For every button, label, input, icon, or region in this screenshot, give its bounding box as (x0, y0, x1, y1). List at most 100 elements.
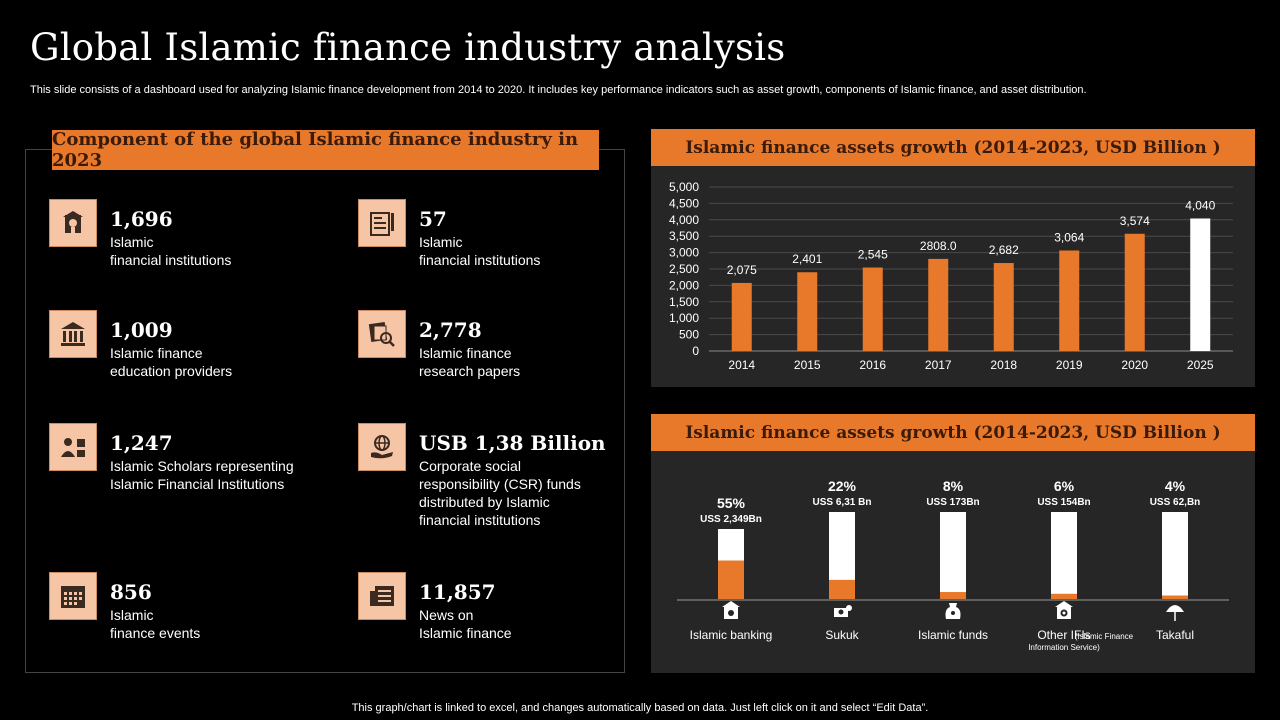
kpi-value: 1,009 (110, 318, 173, 342)
page-title: Global Islamic finance industry analysis (30, 26, 786, 69)
components-header-text: Component of the global Islamic finance … (52, 129, 579, 171)
components-header: Component of the global Islamic finance … (52, 129, 599, 171)
category-sublabel: Information Service) (1028, 643, 1100, 652)
growth-chart-title: Islamic finance assets growth (2014-2023… (685, 137, 1221, 158)
kpi-value: 856 (110, 580, 152, 604)
kpi-value: 1,696 (110, 207, 173, 231)
growth-bar-chart[interactable]: 0 500 1,000 1,500 2,000 2,500 3,000 3,500 4,000 4… (651, 165, 1255, 387)
umbrella-icon-part (1166, 605, 1184, 612)
calendar-icon (49, 572, 97, 620)
asset-distribution-title: Islamic finance assets growth (2014-2023… (685, 422, 1221, 443)
bar-share (1051, 593, 1077, 599)
y-tick-label: 2,000 (669, 278, 699, 292)
bar-2017 (928, 258, 949, 351)
growth-chart-panel[interactable]: 0 500 1,000 1,500 2,000 2,500 3,000 3,500 4,000 4… (651, 165, 1255, 387)
y-tick-label: 5,000 (669, 180, 699, 194)
share-percent: 22% (828, 478, 857, 494)
x-tick-label: 2015 (794, 358, 821, 372)
y-tick-label: 4,000 (669, 213, 699, 227)
category-sublabel: (Islamic Finance (1075, 632, 1134, 641)
kpi-value: 1,247 (110, 431, 173, 455)
bank-icon (722, 601, 740, 619)
building-icon (1055, 601, 1073, 619)
bar-share (940, 592, 966, 599)
data-label: 2,401 (792, 252, 822, 266)
bar-2019 (1059, 250, 1080, 351)
bar-share (718, 560, 744, 599)
share-percent: 8% (943, 478, 964, 494)
bar-total (940, 512, 966, 599)
y-tick-label: 1,500 (669, 295, 699, 309)
bar-total (1051, 512, 1077, 599)
share-percent: 4% (1165, 478, 1186, 494)
bar-total (1162, 512, 1188, 599)
building-icon-part (1055, 601, 1073, 607)
kpi-description: Islamic financial institutions (110, 234, 232, 268)
x-tick-label: 2017 (925, 358, 952, 372)
growth-chart-header: Islamic finance assets growth (2014-2023… (651, 129, 1255, 166)
umbrella-icon (1166, 605, 1184, 621)
category-label: Takaful (1156, 628, 1194, 642)
bar-2016 (862, 267, 883, 351)
share-amount: USS 62,Bn (1150, 497, 1201, 508)
asset-distribution-header: Islamic finance assets growth (2014-2023… (651, 414, 1255, 451)
kpi-description: Corporate social responsibility (CSR) fu… (419, 458, 581, 528)
share-amount: USS 173Bn (926, 497, 979, 508)
institution-icon (49, 310, 97, 358)
share-percent: 55% (717, 495, 746, 511)
x-tick-label: 2019 (1056, 358, 1083, 372)
data-label: 2,682 (989, 243, 1019, 257)
data-label: 3,574 (1120, 214, 1150, 228)
y-tick-label: 4,500 (669, 196, 699, 210)
x-tick-label: 2018 (990, 358, 1017, 372)
data-label: 4,040 (1185, 198, 1215, 212)
bar-2020 (1124, 233, 1145, 351)
bar-2014 (731, 282, 752, 351)
money-icon (834, 605, 852, 617)
category-label: Other IFIs (1037, 628, 1090, 642)
data-label: 2,545 (858, 248, 888, 262)
globe-hand-icon (358, 423, 406, 471)
category-label: Sukuk (825, 628, 859, 642)
share-amount: USS 154Bn (1037, 497, 1090, 508)
data-label: 3,064 (1054, 231, 1084, 245)
data-label: 2,075 (727, 263, 757, 277)
share-amount: USS 6,31 Bn (813, 497, 872, 508)
bank-building-icon (49, 199, 97, 247)
asset-distribution-panel[interactable]: 55% USS 2,349Bn Islamic banking 22% USS 6,31… (651, 450, 1255, 673)
y-tick-label: 0 (692, 344, 699, 358)
bar-2025 (1190, 218, 1211, 351)
y-tick-label: 3,000 (669, 246, 699, 260)
kpi-description: Islamic financial institutions (419, 234, 541, 268)
bank-icon-part (722, 601, 740, 607)
money-bag-icon (945, 603, 961, 619)
money-icon-part (846, 605, 852, 611)
certificate-icon (358, 199, 406, 247)
bar-2018 (993, 263, 1014, 351)
bar-share (829, 579, 855, 599)
kpi-value: 2,778 (419, 318, 482, 342)
bar-2015 (797, 272, 818, 351)
bar-share (1162, 595, 1188, 599)
page-subtitle: This slide consists of a dashboard used … (30, 84, 1087, 96)
y-tick-label: 500 (679, 328, 699, 342)
x-tick-label: 2020 (1121, 358, 1148, 372)
y-tick-label: 1,000 (669, 311, 699, 325)
kpi-value: USB 1,38 Billion (419, 431, 606, 455)
kpi-description: Islamic finance events (110, 607, 201, 641)
kpi-description: Islamic finance education providers (110, 345, 233, 379)
research-papers-icon (358, 310, 406, 358)
kpi-value: 11,857 (419, 580, 496, 604)
y-tick-label: 2,500 (669, 262, 699, 276)
kpi-value: 57 (419, 207, 447, 231)
share-amount: USS 2,349Bn (700, 514, 762, 525)
category-label: Islamic funds (918, 628, 988, 642)
asset-distribution-chart[interactable]: 55% USS 2,349Bn Islamic banking 22% USS 6,31… (651, 450, 1255, 673)
kpi-description: Islamic finance research papers (419, 345, 521, 379)
money-bag-icon-part (951, 611, 955, 615)
y-tick-label: 3,500 (669, 229, 699, 243)
share-percent: 6% (1054, 478, 1075, 494)
kpi-description: Islamic Scholars representing Islamic Fi… (110, 458, 294, 492)
data-label: 2808.0 (920, 239, 957, 253)
building-icon-part (1062, 611, 1066, 615)
